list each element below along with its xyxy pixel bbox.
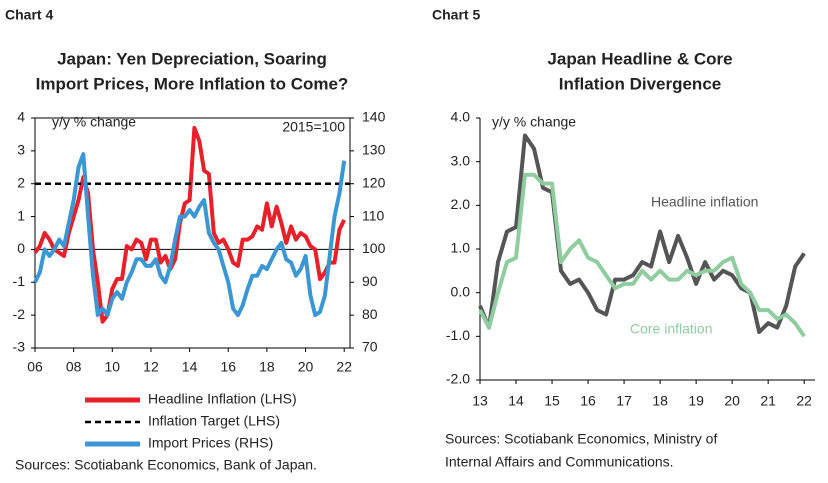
y2-tick-label: 120 (362, 174, 386, 190)
y-tick-label: -2.0 (446, 371, 470, 387)
y-tick-label: 2.0 (451, 196, 471, 212)
y-axis-label: y/y % change (492, 114, 576, 130)
chart-title: Japan Headline & Core (547, 49, 732, 68)
source: Sources: Scotiabank Economics, Bank of J… (15, 457, 317, 473)
y-tick-label: 0.0 (451, 283, 471, 299)
y-tick-label: -3 (13, 339, 26, 355)
x-tick-label: 14 (508, 393, 524, 409)
y2-tick-label: 130 (362, 142, 386, 158)
y-tick-label: -1.0 (446, 327, 470, 343)
source: Internal Affairs and Communications. (445, 454, 674, 470)
x-tick-label: 17 (616, 393, 632, 409)
x-tick-label: 06 (27, 359, 43, 375)
y2-tick-label: 70 (362, 339, 378, 355)
y-tick-label: 3.0 (451, 152, 471, 168)
chart-title: Import Prices, More Inflation to Come? (36, 74, 349, 93)
y-tick-label: -1 (13, 273, 26, 289)
series-line (33, 152, 347, 318)
series-line (478, 172, 806, 338)
x-tick-label: 13 (472, 393, 488, 409)
series-label: Headline inflation (651, 194, 758, 210)
chart-label: Chart 4 (5, 7, 53, 23)
legend-label: Import Prices (RHS) (148, 435, 273, 451)
legend-label: Headline Inflation (LHS) (148, 391, 297, 407)
x-tick-label: 16 (580, 393, 596, 409)
legend-label: Inflation Target (LHS) (148, 413, 280, 429)
x-tick-label: 21 (760, 393, 776, 409)
x-tick-label: 20 (724, 393, 740, 409)
chart-title: Inflation Divergence (559, 74, 721, 93)
y2-tick-label: 90 (362, 273, 378, 289)
x-tick-label: 08 (66, 359, 82, 375)
plot-frame (34, 117, 351, 349)
y2-tick-label: 100 (362, 240, 386, 256)
y2-tick-label: 80 (362, 306, 378, 322)
chart-title: Japan: Yen Depreciation, Soaring (57, 49, 327, 68)
x-tick-label: 12 (143, 359, 159, 375)
x-tick-label: 15 (544, 393, 560, 409)
y2-tick-label: 140 (362, 109, 386, 125)
y-tick-label: -2 (13, 306, 26, 322)
x-tick-label: 18 (259, 359, 275, 375)
x-tick-label: 14 (182, 359, 198, 375)
y-tick-label: 0 (17, 240, 25, 256)
y2-tick-label: 110 (362, 207, 385, 223)
x-tick-label: 10 (105, 359, 121, 375)
y-tick-label: 1.0 (451, 240, 471, 256)
y-tick-label: 1 (17, 207, 25, 223)
chart-label: Chart 5 (432, 7, 480, 23)
x-tick-label: 19 (688, 393, 704, 409)
x-tick-label: 18 (652, 393, 668, 409)
y-axis-label: y/y % change (52, 114, 136, 130)
x-tick-label: 16 (220, 359, 236, 375)
y-tick-label: 4 (17, 109, 25, 125)
y-tick-label: 3 (17, 142, 25, 158)
x-tick-label: 20 (298, 359, 314, 375)
x-tick-label: 22 (336, 359, 352, 375)
y-tick-label: 4.0 (451, 109, 471, 125)
source: Sources: Scotiabank Economics, Ministry … (445, 431, 717, 447)
y-tick-label: 2 (17, 174, 25, 190)
annotation: 2015=100 (282, 119, 345, 135)
series-label: Core inflation (630, 321, 713, 337)
x-tick-label: 22 (796, 393, 812, 409)
